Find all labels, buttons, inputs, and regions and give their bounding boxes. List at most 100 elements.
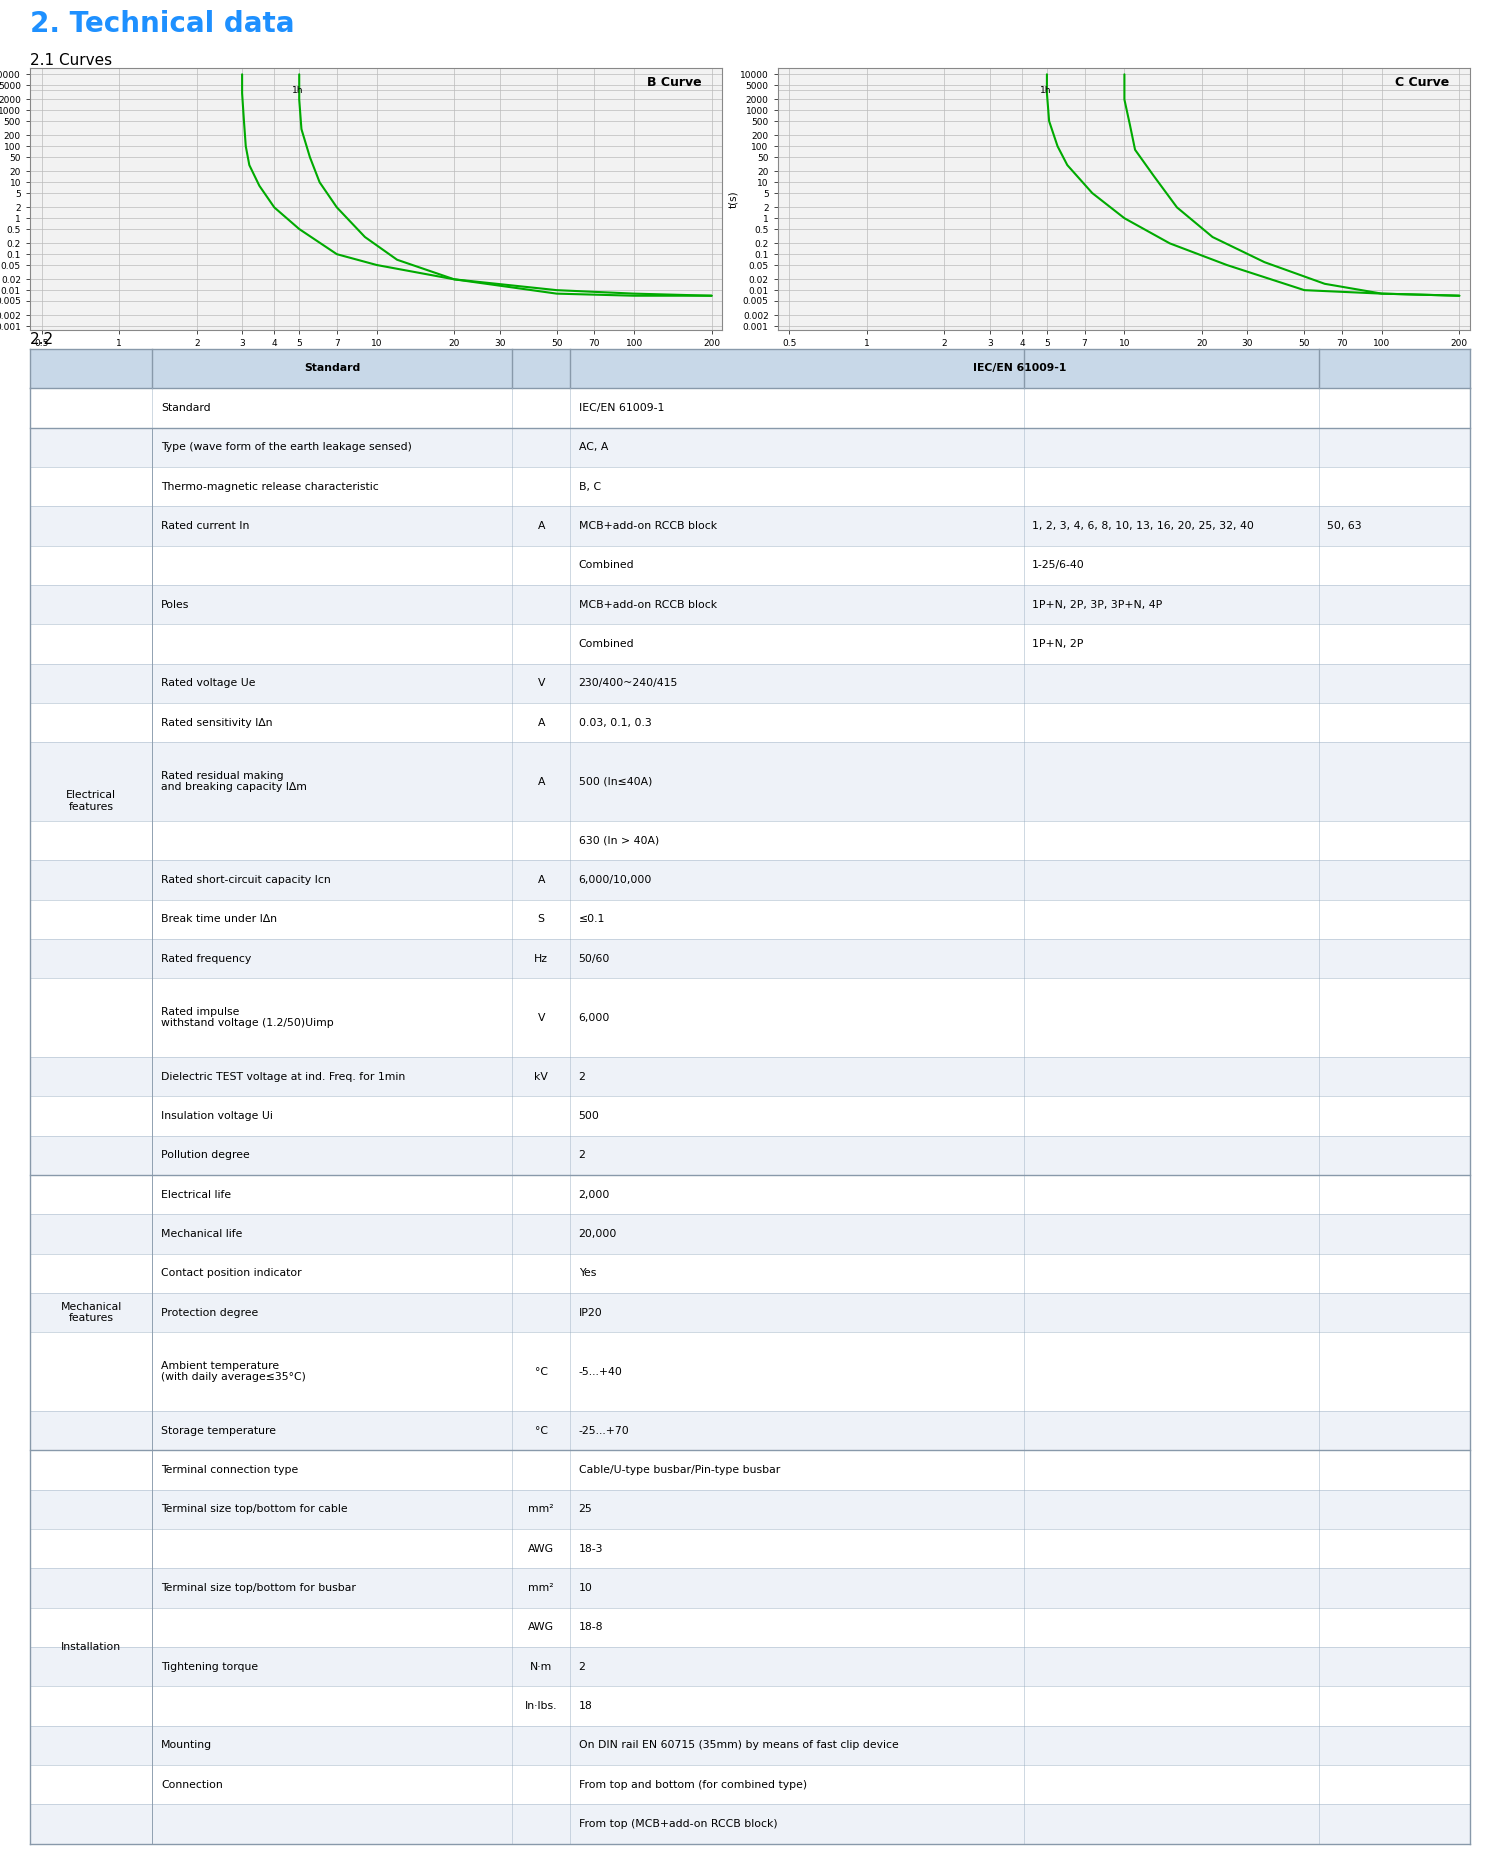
Text: B, C: B, C (579, 482, 602, 491)
Text: -5...+40: -5...+40 (579, 1368, 622, 1377)
Text: IEC/EN 61009-1: IEC/EN 61009-1 (579, 402, 664, 413)
Bar (30, 899, 1470, 939)
Text: 1h: 1h (292, 85, 303, 95)
Text: Rated sensitivity I∆n: Rated sensitivity I∆n (160, 717, 273, 728)
Text: Mounting: Mounting (160, 1740, 212, 1751)
Text: Pollution degree: Pollution degree (160, 1151, 250, 1160)
Text: Standard: Standard (304, 363, 360, 374)
Text: mm²: mm² (528, 1505, 554, 1514)
Text: Storage temperature: Storage temperature (160, 1425, 276, 1436)
Text: IP20: IP20 (579, 1308, 603, 1317)
Text: 0.03, 0.1, 0.3: 0.03, 0.1, 0.3 (579, 717, 651, 728)
Text: V: V (537, 678, 544, 687)
Text: Combined: Combined (579, 639, 634, 649)
Text: Rated current In: Rated current In (160, 521, 249, 530)
Bar (30, 1805, 1470, 1844)
Text: Terminal size top/bottom for cable: Terminal size top/bottom for cable (160, 1505, 348, 1514)
Text: MCB+add-on RCCB block: MCB+add-on RCCB block (579, 521, 717, 530)
Text: 1P+N, 2P, 3P, 3P+N, 4P: 1P+N, 2P, 3P, 3P+N, 4P (1032, 600, 1162, 610)
Bar (30, 1410, 1470, 1451)
Text: °C: °C (534, 1368, 548, 1377)
Text: 500 (In≤40A): 500 (In≤40A) (579, 776, 652, 786)
Text: Rated voltage Ue: Rated voltage Ue (160, 678, 255, 687)
Text: -25...+70: -25...+70 (579, 1425, 630, 1436)
Text: 1, 2, 3, 4, 6, 8, 10, 13, 16, 20, 25, 32, 40: 1, 2, 3, 4, 6, 8, 10, 13, 16, 20, 25, 32… (1032, 521, 1254, 530)
Text: Poles: Poles (160, 600, 189, 610)
Bar (30, 1686, 1470, 1725)
Text: 18: 18 (579, 1701, 592, 1710)
Text: B Curve: B Curve (646, 76, 702, 89)
Text: 500: 500 (579, 1112, 600, 1121)
Text: Installation: Installation (62, 1642, 122, 1653)
Bar (30, 1136, 1470, 1175)
Text: Combined: Combined (579, 560, 634, 571)
Text: Standard: Standard (160, 402, 210, 413)
Text: Type (wave form of the earth leakage sensed): Type (wave form of the earth leakage sen… (160, 443, 413, 452)
Bar (30, 1332, 1470, 1410)
Text: °C: °C (534, 1425, 548, 1436)
Bar (30, 387, 1470, 428)
Bar (30, 1647, 1470, 1686)
Text: Yes: Yes (579, 1267, 596, 1279)
Text: From top (MCB+add-on RCCB block): From top (MCB+add-on RCCB block) (579, 1820, 777, 1829)
Bar (30, 821, 1470, 860)
Text: ≤0.1: ≤0.1 (579, 914, 604, 925)
Y-axis label: t(s): t(s) (729, 191, 738, 208)
Text: 10: 10 (579, 1582, 592, 1594)
Text: mm²: mm² (528, 1582, 554, 1594)
Text: 6,000: 6,000 (579, 1012, 610, 1023)
Text: 1-25/6-40: 1-25/6-40 (1032, 560, 1084, 571)
Bar (30, 1175, 1470, 1214)
Text: 2: 2 (579, 1151, 585, 1160)
Text: A: A (537, 717, 544, 728)
Text: Electrical
features: Electrical features (66, 791, 116, 812)
Text: AWG: AWG (528, 1544, 554, 1553)
Bar (30, 586, 1470, 624)
Text: Contact position indicator: Contact position indicator (160, 1267, 302, 1279)
Bar (30, 743, 1470, 821)
X-axis label: 1/In: 1/In (1114, 348, 1134, 359)
Text: 1P+N, 2P: 1P+N, 2P (1032, 639, 1083, 649)
Text: Ambient temperature
(with daily average≤35°C): Ambient temperature (with daily average≤… (160, 1360, 306, 1382)
Text: IEC/EN 61009-1: IEC/EN 61009-1 (974, 363, 1066, 374)
Text: A: A (537, 521, 544, 530)
Text: 6,000/10,000: 6,000/10,000 (579, 875, 652, 886)
Bar (30, 1097, 1470, 1136)
Text: 50/60: 50/60 (579, 954, 610, 964)
Text: Mechanical life: Mechanical life (160, 1229, 243, 1240)
Bar (30, 1451, 1470, 1490)
Text: 2: 2 (579, 1071, 585, 1082)
Text: Rated impulse
withstand voltage (1.2/50)Uimp: Rated impulse withstand voltage (1.2/50)… (160, 1006, 334, 1028)
Text: 2,000: 2,000 (579, 1190, 610, 1199)
Text: Rated frequency: Rated frequency (160, 954, 252, 964)
Text: AC, A: AC, A (579, 443, 608, 452)
Text: Cable/U-type busbar/Pin-type busbar: Cable/U-type busbar/Pin-type busbar (579, 1466, 780, 1475)
Text: Hz: Hz (534, 954, 548, 964)
Text: 2. Technical data: 2. Technical data (30, 11, 294, 39)
Bar (30, 1293, 1470, 1332)
Bar (30, 545, 1470, 586)
Bar (30, 428, 1470, 467)
Text: Insulation voltage Ui: Insulation voltage Ui (160, 1112, 273, 1121)
Text: 50, 63: 50, 63 (1328, 521, 1362, 530)
Text: 18-3: 18-3 (579, 1544, 603, 1553)
Bar (30, 978, 1470, 1056)
Text: 25: 25 (579, 1505, 592, 1514)
Bar (30, 1725, 1470, 1766)
Text: 230/400~240/415: 230/400~240/415 (579, 678, 678, 687)
Text: Mechanical
features: Mechanical features (60, 1303, 122, 1323)
Bar (30, 1254, 1470, 1293)
Text: 2.2: 2.2 (30, 332, 54, 347)
Text: V: V (537, 1012, 544, 1023)
Bar (30, 1529, 1470, 1568)
Text: AWG: AWG (528, 1623, 554, 1632)
Bar (30, 467, 1470, 506)
Bar (30, 860, 1470, 899)
Text: Thermo-magnetic release characteristic: Thermo-magnetic release characteristic (160, 482, 380, 491)
Bar (30, 702, 1470, 743)
Bar (30, 939, 1470, 978)
Text: 1h: 1h (1040, 85, 1052, 95)
Text: Rated residual making
and breaking capacity I∆m: Rated residual making and breaking capac… (160, 771, 308, 793)
Text: From top and bottom (for combined type): From top and bottom (for combined type) (579, 1779, 807, 1790)
Text: Break time under I∆n: Break time under I∆n (160, 914, 278, 925)
